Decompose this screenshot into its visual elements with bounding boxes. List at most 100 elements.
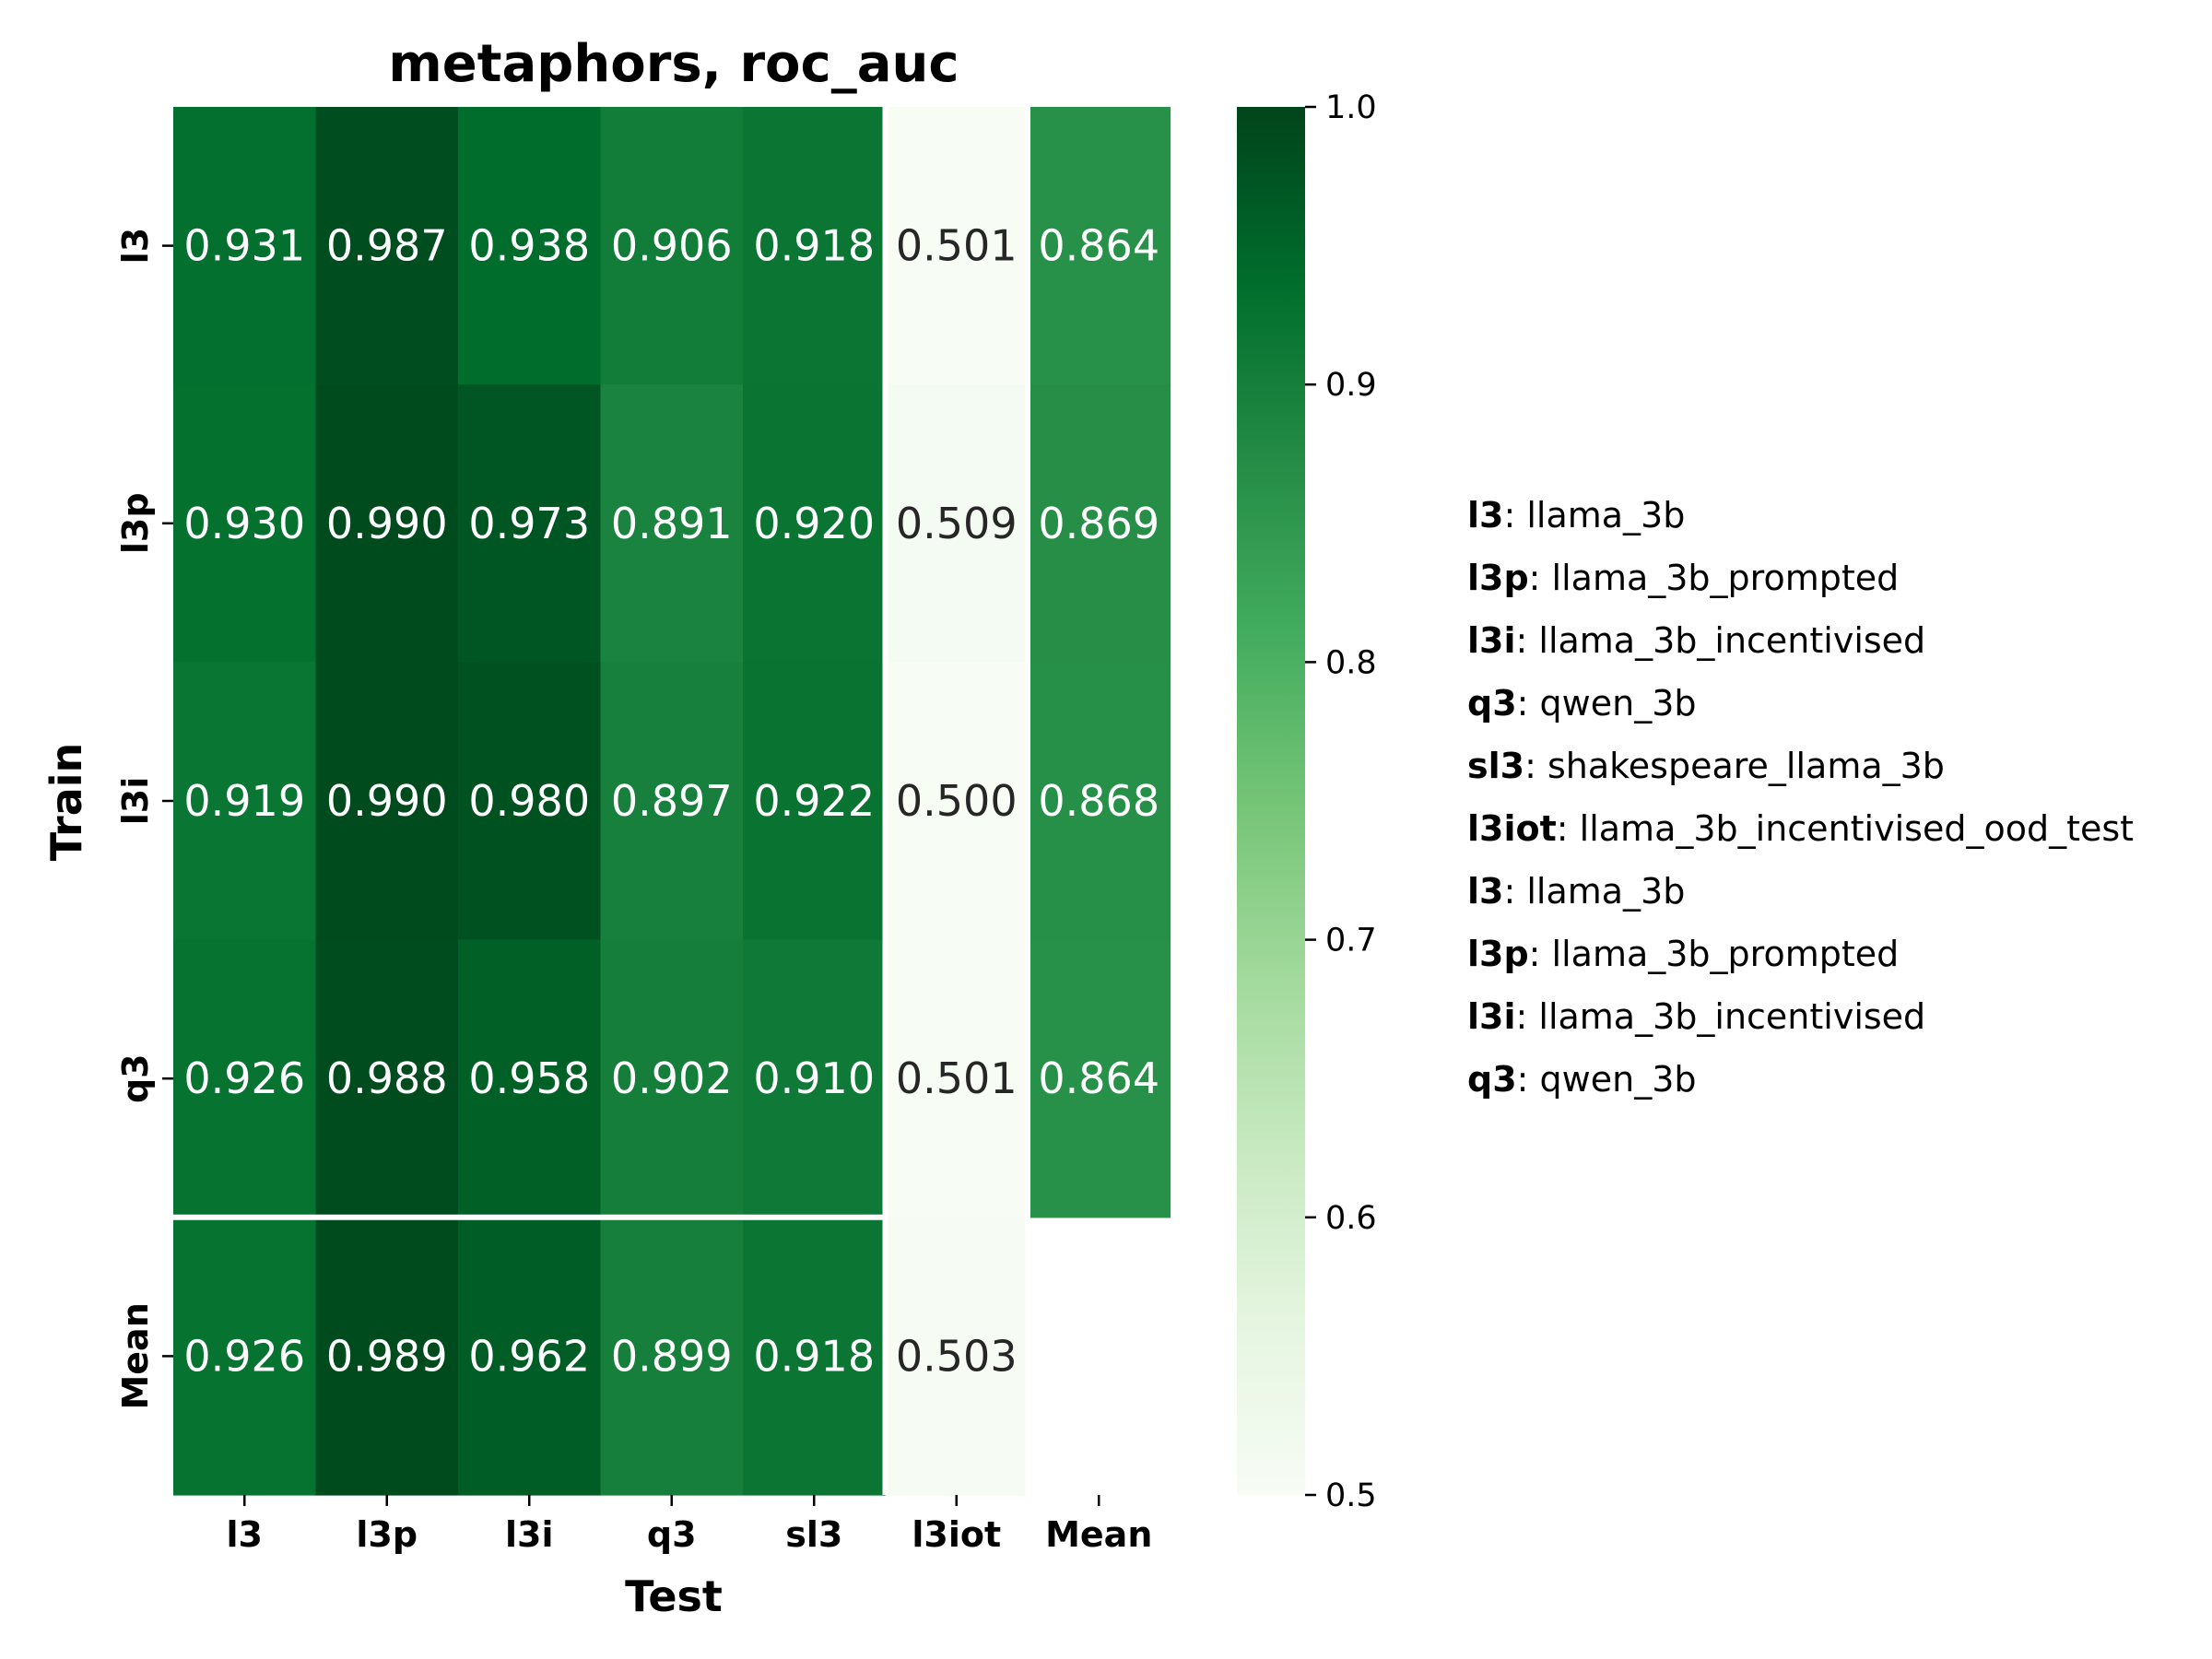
heatmap-cell: [885, 384, 1029, 663]
x-tick-label: l3iot: [912, 1514, 1001, 1555]
legend-key: l3i: [1467, 996, 1516, 1037]
y-axis-ticks: l3 l3p l3i q3 Mean: [115, 228, 173, 1410]
heatmap-cell: [743, 662, 887, 941]
legend-key: l3iot: [1467, 808, 1557, 849]
legend-key: l3p: [1467, 558, 1529, 598]
legend-entry: l3p: llama_3b_prompted: [1467, 558, 1899, 598]
colorbar-tick-label: 0.8: [1325, 644, 1377, 681]
heatmap-cell: [885, 662, 1029, 941]
legend-key: l3i: [1467, 620, 1516, 661]
cell-value-label: 0.958: [468, 1053, 590, 1103]
heatmap-cell: [600, 939, 744, 1218]
x-tick-label: Mean: [1045, 1514, 1152, 1555]
cell-value-label: 0.864: [1038, 1053, 1159, 1103]
legend-entry: q3: qwen_3b: [1467, 1059, 1697, 1100]
legend-description: : qwen_3b: [1517, 1059, 1697, 1100]
cell-value-label: 0.931: [183, 221, 305, 271]
cell-value-label: 0.990: [326, 776, 448, 826]
heatmap-cell: [315, 939, 459, 1218]
colorbar-gradient: [1237, 107, 1305, 1495]
heatmap-cell: [743, 1217, 887, 1496]
x-tick-label: l3p: [356, 1514, 418, 1555]
heatmap-cell: [173, 939, 317, 1218]
x-tick-label: l3i: [505, 1514, 554, 1555]
legend-entry: l3i: llama_3b_incentivised: [1467, 996, 1925, 1037]
y-tick-label: l3i: [115, 777, 156, 826]
heatmap-cell: [1028, 107, 1171, 385]
heatmap-cell: [1028, 662, 1171, 941]
cell-value-label: 0.501: [896, 1053, 1018, 1103]
heatmap-cell: [173, 662, 317, 941]
legend-description: : llama_3b_incentivised_ood_test: [1557, 808, 2134, 849]
cell-value-label: 0.920: [753, 499, 875, 548]
legend-entry: l3: llama_3b: [1467, 495, 1685, 535]
y-tick-label: Mean: [115, 1302, 156, 1409]
heatmap-cell: [458, 384, 602, 663]
cell-value-label: 0.926: [183, 1053, 305, 1103]
legend-key: l3p: [1467, 934, 1529, 974]
heatmap-cell: [458, 662, 602, 941]
heatmap-cell: [315, 1217, 459, 1496]
legend-description: : llama_3b_prompted: [1529, 558, 1900, 598]
cell-value-label: 0.899: [611, 1331, 733, 1381]
cell-value-label: 0.864: [1038, 221, 1159, 271]
y-axis-label: Train: [41, 743, 91, 862]
colorbar: 0.5 0.6 0.7 0.8 0.9 1.0: [1237, 89, 1377, 1514]
legend-entry: sl3: shakespeare_llama_3b: [1467, 746, 1945, 786]
cell-value-label: 0.938: [468, 221, 590, 271]
heatmap-cell: [743, 939, 887, 1218]
legend-key: q3: [1467, 1059, 1517, 1100]
legend-description: : llama_3b_prompted: [1529, 934, 1900, 974]
legend-entry: l3iot: llama_3b_incentivised_ood_test: [1467, 808, 2134, 849]
cell-value-label: 0.919: [183, 776, 305, 826]
colorbar-tick-label: 0.7: [1325, 923, 1377, 959]
cell-value-label: 0.910: [753, 1053, 875, 1103]
heatmap-cell: [885, 1217, 1029, 1496]
legend-entry: l3: llama_3b: [1467, 871, 1685, 912]
heatmap-cell: [1028, 939, 1171, 1218]
cell-value-label: 0.503: [896, 1331, 1018, 1381]
y-tick-label: q3: [115, 1053, 156, 1103]
legend-description: : shakespeare_llama_3b: [1524, 746, 1945, 786]
cell-value-label: 0.930: [183, 499, 305, 548]
heatmap-cell: [458, 107, 602, 385]
cell-value-label: 0.501: [896, 221, 1018, 271]
heatmap-cell: [743, 107, 887, 385]
heatmap-cell: [315, 107, 459, 385]
heatmap-cell: [885, 939, 1029, 1218]
legend-description: : llama_3b_incentivised: [1516, 996, 1926, 1037]
heatmap-cell: [315, 384, 459, 663]
legend-key: sl3: [1467, 746, 1524, 786]
cell-value-label: 0.987: [326, 221, 448, 271]
cell-value-label: 0.868: [1038, 776, 1159, 826]
legend-entry: l3p: llama_3b_prompted: [1467, 934, 1899, 974]
cell-value-label: 0.922: [753, 776, 875, 826]
x-axis-ticks: l3 l3p l3i q3 sl3 l3iot Mean: [227, 1495, 1152, 1555]
heatmap-cell: [600, 384, 744, 663]
legend-description: : llama_3b_incentivised: [1516, 620, 1926, 661]
legend-key: q3: [1467, 683, 1517, 724]
legend-description: : llama_3b: [1503, 495, 1685, 535]
x-tick-label: sl3: [785, 1514, 842, 1555]
legend-key: l3: [1467, 495, 1503, 535]
heatmap-cell: [600, 1217, 744, 1496]
heatmap-cell: [173, 384, 317, 663]
cell-value-label: 0.988: [326, 1053, 448, 1103]
cell-value-label: 0.902: [611, 1053, 733, 1103]
cell-value-label: 0.990: [326, 499, 448, 548]
heatmap-cell: [743, 384, 887, 663]
cell-value-label: 0.897: [611, 776, 733, 826]
heatmap-cell: [600, 107, 744, 385]
cell-value-label: 0.962: [468, 1331, 590, 1381]
cell-value-label: 0.980: [468, 776, 590, 826]
heatmap-cell: [173, 1217, 317, 1496]
y-tick-label: l3p: [115, 492, 156, 554]
cell-value-label: 0.869: [1038, 499, 1159, 548]
cell-value-label: 0.500: [896, 776, 1018, 826]
legend-entry: q3: qwen_3b: [1467, 683, 1697, 724]
legend-key: l3: [1467, 871, 1503, 912]
heatmap-cell: [458, 939, 602, 1218]
cell-value-label: 0.906: [611, 221, 733, 271]
